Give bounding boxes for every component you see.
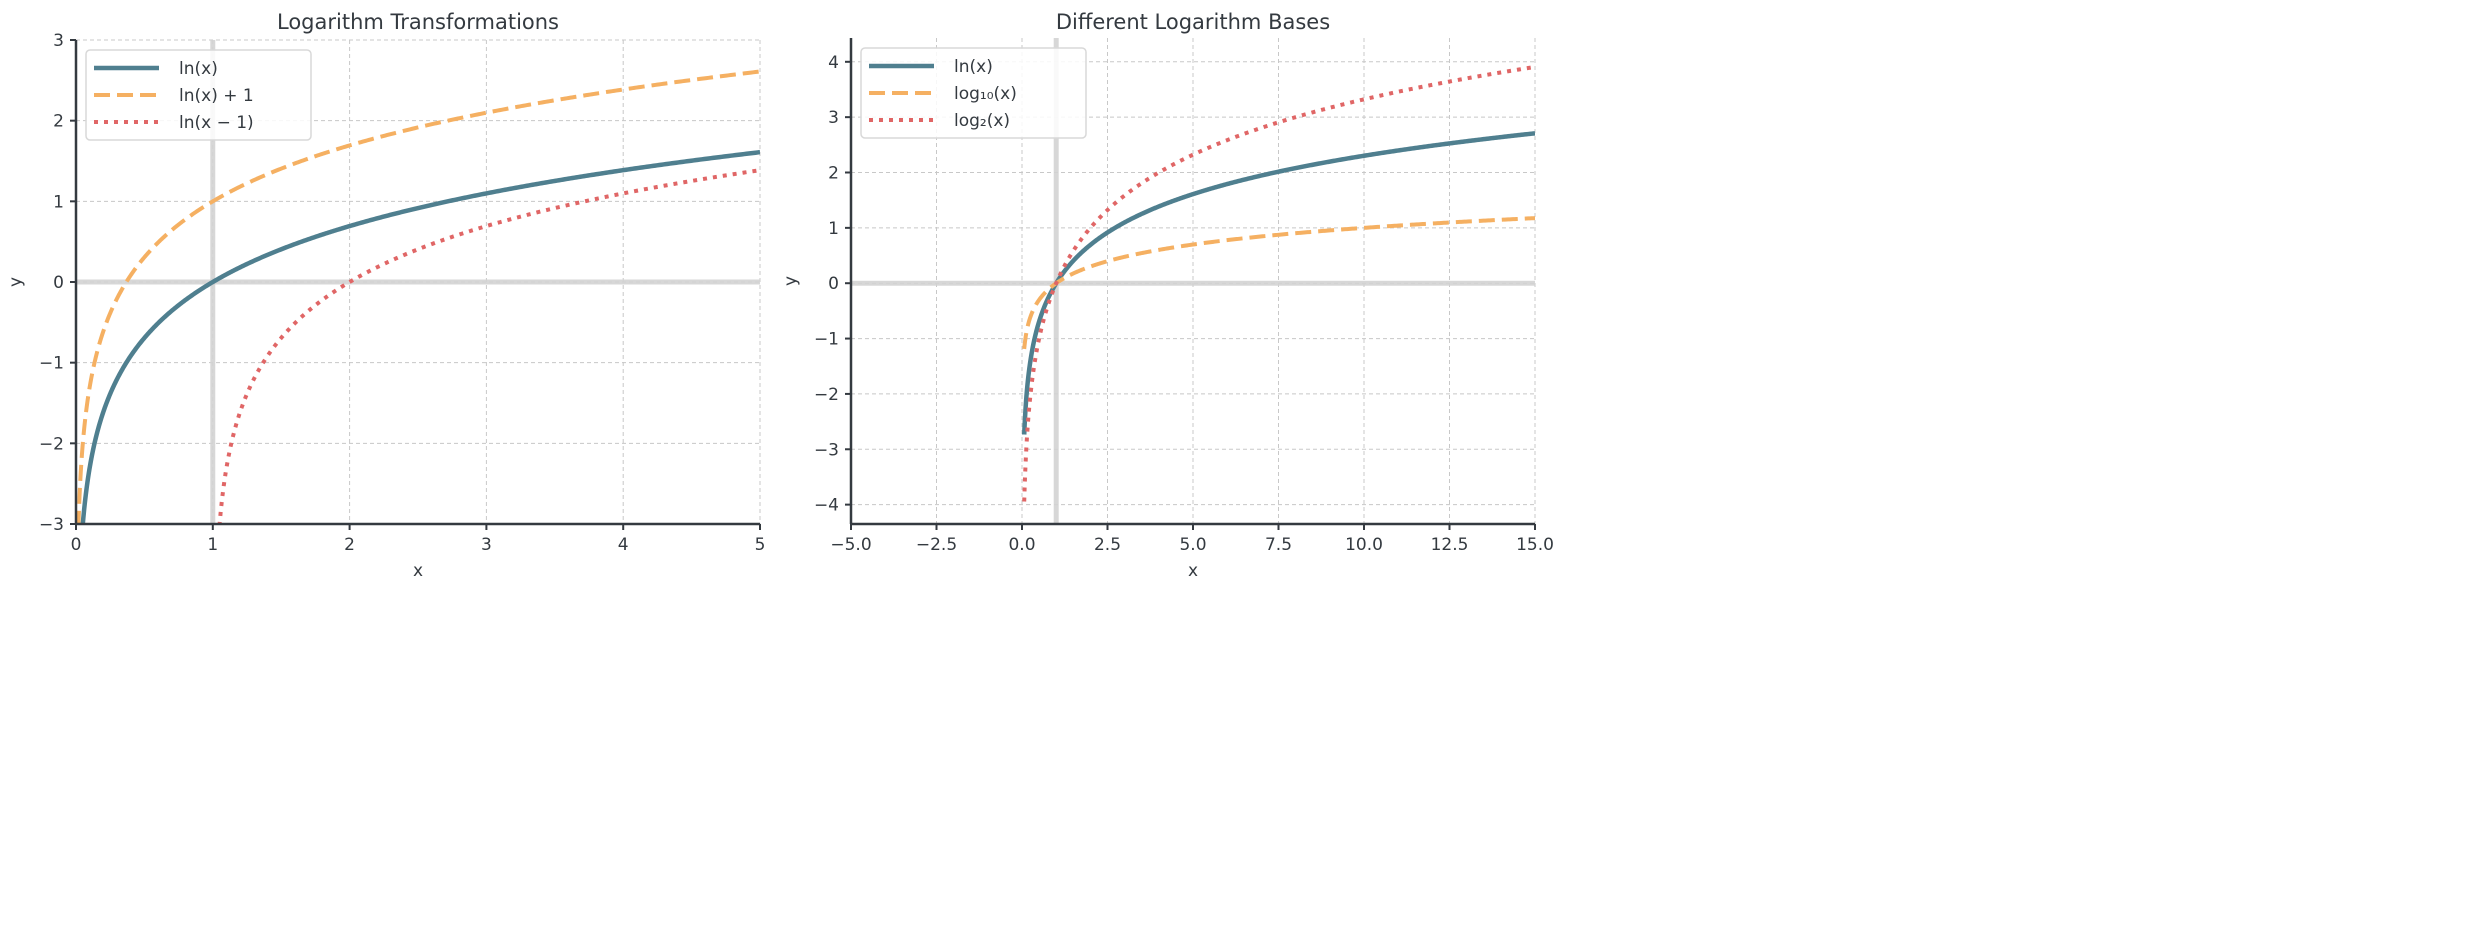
legend-label-0: ln(x) [954,57,993,77]
y-tick-label: 2 [53,112,64,132]
y-tick-label: 3 [53,31,64,51]
chart-title: Logarithm Transformations [277,10,559,34]
y-axis-label: y [781,276,801,286]
x-tick-label: 7.5 [1265,535,1292,555]
y-tick-label: 1 [828,219,839,239]
legend-frame [860,47,1087,139]
series-line-1 [1022,216,1535,351]
y-tick-label: 0 [53,273,64,293]
legend-label-1: ln(x) + 1 [179,86,254,106]
legend-label-0: ln(x) [179,59,218,79]
x-tick-label: 0 [71,535,82,555]
y-tick-label: 2 [828,164,839,184]
chart-title: Different Logarithm Bases [1056,10,1330,34]
y-tick-label: −1 [39,354,64,374]
legend-label-2: ln(x − 1) [179,113,254,133]
chart-1: −5.0 −2.5 0.0 2.5 5.0 7.5 10.0 12.5 15.0 −4 −3 −2 −1… [781,10,1554,581]
x-tick-label: 2 [344,535,355,555]
x-tick-label: 4 [618,535,629,555]
series-line-0 [1021,131,1535,437]
x-tick-label: 2.5 [1094,535,1121,555]
series-line-0 [80,149,760,524]
y-tick-label: −3 [814,440,839,460]
y-tick-label: −2 [814,385,839,405]
x-tick-label: 5.0 [1179,535,1206,555]
y-tick-label: 4 [828,53,839,73]
x-tick-label: 10.0 [1345,535,1383,555]
x-tick-label: 12.5 [1431,535,1469,555]
series-line-2 [217,168,760,524]
x-tick-label: 3 [481,535,492,555]
y-axis-label: y [6,277,26,287]
y-tick-label: −4 [814,496,839,516]
series-group [1021,64,1535,504]
legend: ln(x) log₁₀(x) log₂(x) [860,47,1087,139]
legend-label-1: log₁₀(x) [954,84,1017,104]
legend-label-2: log₂(x) [954,111,1010,131]
x-tick-label: −2.5 [916,535,957,555]
x-tick-label: −5.0 [830,535,871,555]
y-tick-label: −2 [39,434,64,454]
y-tick-label: 3 [828,108,839,128]
y-tick-label: 1 [53,192,64,212]
x-axis-label: x [413,561,423,581]
series-line-2 [1022,64,1535,504]
x-tick-label: 1 [207,535,218,555]
chart-0: 0 1 2 3 4 5 −3 −2 −1 0 1 2 3 Logarithm Transformation… [6,10,766,581]
legend: ln(x) ln(x) + 1 ln(x − 1) [85,49,312,141]
y-tick-label: −3 [39,515,64,535]
legend-frame [85,49,312,141]
x-tick-label: 15.0 [1516,535,1554,555]
x-tick-label: 0.0 [1008,535,1035,555]
series-group [76,69,760,524]
y-tick-label: 0 [828,274,839,294]
x-axis-label: x [1188,561,1198,581]
series-line-1 [76,69,760,524]
x-tick-label: 5 [755,535,766,555]
y-tick-label: −1 [814,330,839,350]
